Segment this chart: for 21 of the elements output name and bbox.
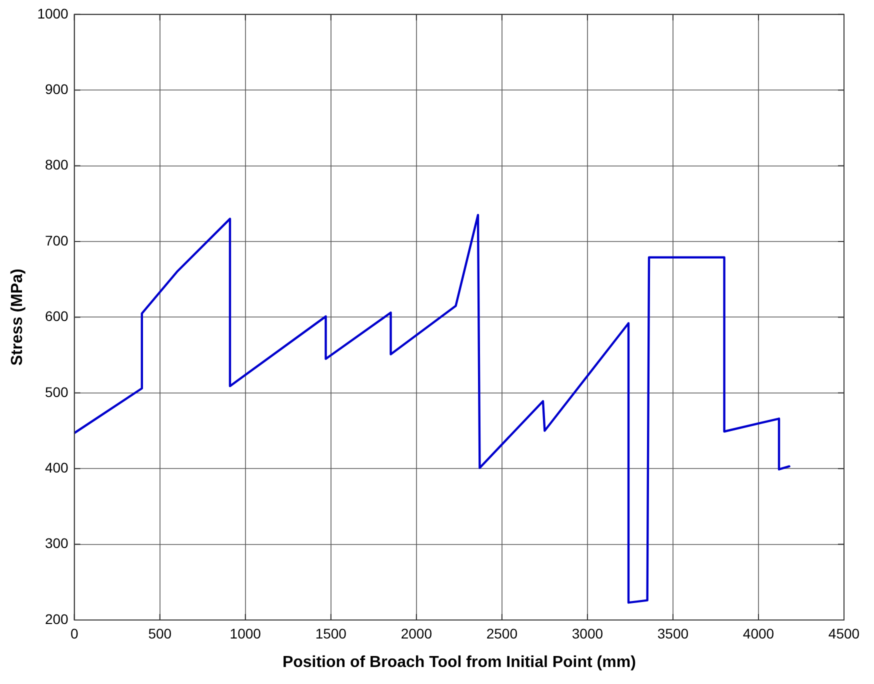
x-tick-label: 4500: [828, 625, 860, 642]
y-tick-label: 300: [44, 535, 69, 552]
x-tick-label: 3000: [572, 625, 604, 642]
y-axis-title: Stress (MPa): [9, 268, 26, 366]
x-tick-label: 500: [148, 625, 172, 642]
x-tick-label: 3500: [657, 625, 689, 642]
x-tick-label: 0: [70, 625, 78, 642]
x-tick-label: 2500: [486, 625, 518, 642]
x-axis-title: Position of Broach Tool from Initial Point (mm): [282, 654, 636, 671]
y-tick-label: 800: [44, 156, 69, 173]
y-tick-label: 500: [44, 384, 69, 400]
x-tick-label: 2000: [400, 625, 432, 642]
x-tick-label: 4000: [742, 625, 774, 642]
x-tick-label: 1000: [230, 625, 262, 642]
y-tick-label: 600: [44, 308, 69, 324]
y-tick-label: 1000: [37, 5, 69, 22]
y-tick-label: 900: [44, 80, 69, 97]
x-tick-label: 1500: [315, 625, 347, 642]
y-tick-label: 200: [44, 610, 69, 627]
y-tick-label: 400: [44, 459, 69, 476]
y-tick-label: 700: [44, 232, 69, 248]
